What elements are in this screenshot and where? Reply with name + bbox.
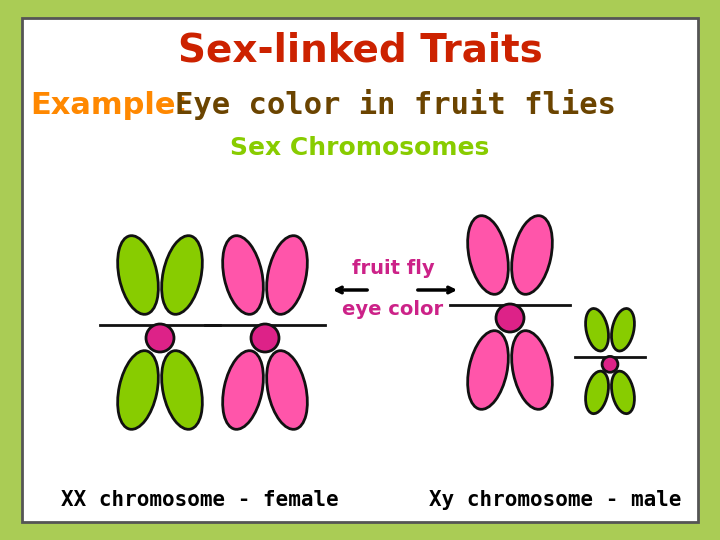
Text: Xy chromosome - male: Xy chromosome - male (428, 490, 681, 510)
Ellipse shape (585, 308, 608, 351)
Ellipse shape (266, 235, 307, 314)
Ellipse shape (602, 356, 618, 372)
Ellipse shape (266, 350, 307, 429)
Ellipse shape (467, 215, 508, 294)
Ellipse shape (117, 350, 158, 429)
Ellipse shape (512, 215, 552, 294)
Text: XX chromosome - female: XX chromosome - female (61, 490, 339, 510)
Ellipse shape (161, 350, 202, 429)
Ellipse shape (611, 308, 634, 351)
Ellipse shape (512, 330, 552, 409)
Ellipse shape (611, 371, 634, 414)
Ellipse shape (585, 371, 608, 414)
Ellipse shape (161, 235, 202, 314)
Ellipse shape (467, 330, 508, 409)
Ellipse shape (222, 235, 264, 314)
Text: Example:: Example: (30, 91, 188, 119)
Ellipse shape (117, 235, 158, 314)
Ellipse shape (146, 324, 174, 352)
Text: eye color: eye color (343, 300, 444, 319)
Text: Sex Chromosomes: Sex Chromosomes (230, 136, 490, 160)
Ellipse shape (496, 304, 524, 332)
Ellipse shape (222, 350, 264, 429)
Text: Eye color in fruit flies: Eye color in fruit flies (175, 90, 616, 120)
FancyBboxPatch shape (22, 18, 698, 522)
Text: Sex-linked Traits: Sex-linked Traits (178, 31, 542, 69)
Text: fruit fly: fruit fly (351, 259, 434, 278)
Ellipse shape (251, 324, 279, 352)
